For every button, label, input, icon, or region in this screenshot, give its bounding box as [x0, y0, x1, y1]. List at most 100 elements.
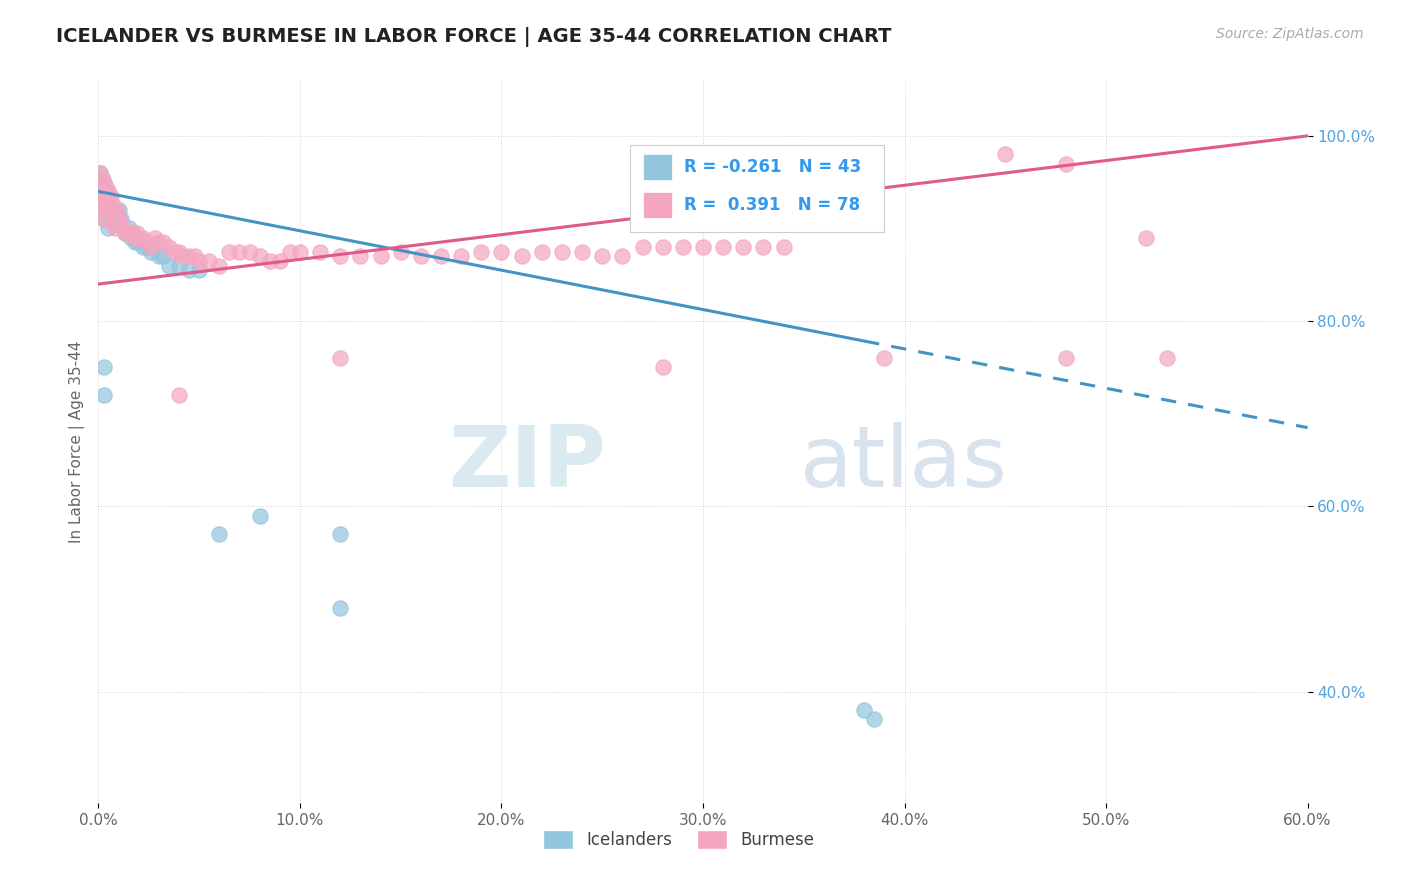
Point — [329, 601, 352, 615]
Point — [118, 226, 141, 240]
Point — [772, 240, 794, 254]
Point — [349, 249, 371, 263]
Point — [91, 170, 114, 185]
Point — [139, 240, 162, 254]
Point — [631, 240, 654, 254]
Point — [118, 221, 141, 235]
Point — [167, 388, 190, 402]
Point — [107, 212, 129, 227]
Point — [125, 226, 148, 240]
Point — [103, 221, 125, 235]
Point — [672, 240, 695, 254]
Point — [430, 249, 453, 263]
Point — [711, 240, 734, 254]
Point — [121, 226, 143, 240]
Point — [96, 179, 118, 194]
Point — [309, 244, 332, 259]
Point — [97, 221, 120, 235]
Point — [530, 244, 553, 259]
Point — [128, 231, 150, 245]
Point — [101, 217, 124, 231]
Text: atlas: atlas — [800, 422, 1008, 505]
Point — [152, 249, 174, 263]
Point — [105, 202, 128, 217]
Point — [120, 231, 142, 245]
Point — [114, 226, 136, 240]
Point — [91, 189, 114, 203]
Point — [124, 231, 146, 245]
Point — [103, 212, 125, 227]
Point — [143, 231, 166, 245]
Point — [121, 226, 143, 240]
Point — [571, 244, 593, 259]
Point — [114, 226, 136, 240]
Point — [105, 217, 128, 231]
Point — [269, 254, 291, 268]
Point — [96, 202, 118, 217]
Point — [591, 249, 613, 263]
Point — [179, 263, 201, 277]
Point — [93, 212, 115, 227]
Point — [1054, 351, 1077, 366]
Point — [329, 351, 352, 366]
Point — [1156, 351, 1178, 366]
Point — [111, 221, 134, 235]
Point — [91, 194, 114, 208]
Point — [450, 249, 472, 263]
Point — [249, 249, 271, 263]
Point — [510, 249, 533, 263]
Point — [188, 263, 211, 277]
Legend: Icelanders, Burmese: Icelanders, Burmese — [536, 823, 821, 856]
Text: Source: ZipAtlas.com: Source: ZipAtlas.com — [1216, 27, 1364, 41]
Point — [148, 235, 170, 250]
Y-axis label: In Labor Force | Age 35-44: In Labor Force | Age 35-44 — [69, 341, 84, 542]
Point — [96, 198, 118, 212]
Point — [157, 259, 180, 273]
Point — [651, 360, 673, 375]
Point — [100, 202, 122, 217]
Point — [93, 198, 115, 212]
Point — [172, 249, 194, 263]
Point — [651, 240, 673, 254]
Point — [97, 189, 120, 203]
Point — [409, 249, 432, 263]
Point — [994, 147, 1017, 161]
Point — [152, 235, 174, 250]
Point — [93, 194, 115, 208]
Point — [491, 244, 513, 259]
Point — [89, 166, 111, 180]
Point — [89, 166, 111, 180]
Point — [89, 202, 111, 217]
Point — [188, 254, 211, 268]
Point — [551, 244, 574, 259]
FancyBboxPatch shape — [643, 154, 672, 180]
Point — [157, 240, 180, 254]
Point — [239, 244, 262, 259]
Point — [733, 240, 755, 254]
Text: ZIP: ZIP — [449, 422, 606, 505]
Point — [470, 244, 492, 259]
Point — [89, 185, 111, 199]
Point — [103, 202, 125, 217]
Point — [249, 508, 271, 523]
Point — [132, 231, 155, 245]
Point — [259, 254, 281, 268]
Point — [329, 249, 352, 263]
Point — [612, 249, 634, 263]
Point — [91, 189, 114, 203]
Point — [91, 170, 114, 185]
Point — [135, 235, 157, 250]
Point — [389, 244, 412, 259]
FancyBboxPatch shape — [643, 192, 672, 218]
Point — [853, 703, 876, 717]
Point — [97, 202, 120, 217]
Point — [132, 240, 155, 254]
Point — [93, 175, 115, 189]
Point — [863, 713, 886, 727]
Point — [218, 244, 240, 259]
Point — [208, 527, 231, 541]
Point — [228, 244, 250, 259]
Point — [120, 226, 142, 240]
Point — [107, 202, 129, 217]
Point — [89, 185, 111, 199]
